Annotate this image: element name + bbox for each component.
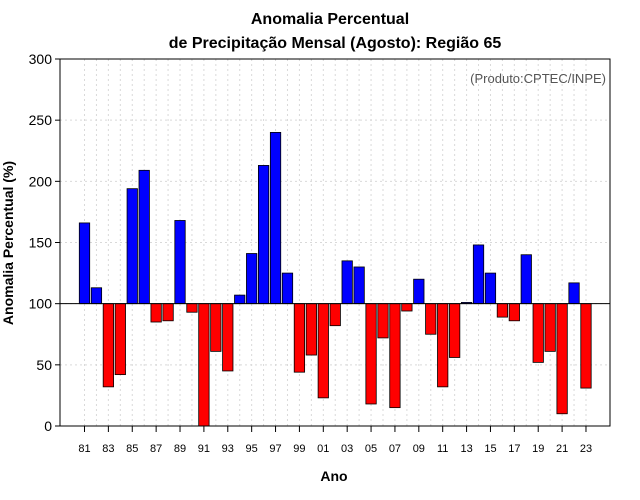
bar-97 bbox=[269, 131, 282, 305]
x-axis: 81 83 85 87 89 91 93 95 97 99 01 03 05 07 09 11 13 15 17 19… bbox=[78, 426, 592, 455]
bar-84 bbox=[114, 303, 126, 376]
bar-19 bbox=[532, 303, 544, 363]
chart-title-line1: Anomalia Percentual bbox=[251, 11, 409, 28]
bar-85 bbox=[126, 188, 138, 305]
x-tick-label: 81 bbox=[78, 443, 90, 455]
bar-94 bbox=[234, 294, 246, 305]
x-tick-label: 83 bbox=[102, 443, 114, 455]
bar-18 bbox=[520, 254, 532, 305]
x-tick-label: 09 bbox=[413, 443, 425, 455]
bar-20 bbox=[544, 303, 556, 352]
y-tick-label: 50 bbox=[36, 357, 52, 373]
bar-11 bbox=[437, 303, 449, 388]
bar-86 bbox=[138, 169, 150, 305]
bar-04 bbox=[353, 266, 365, 305]
bar-02 bbox=[329, 303, 341, 327]
x-tick-label: 17 bbox=[508, 443, 520, 455]
y-tick-label: 250 bbox=[29, 112, 53, 128]
bar-21 bbox=[556, 303, 568, 415]
x-tick-label: 95 bbox=[246, 443, 258, 455]
bar-00 bbox=[305, 303, 317, 356]
x-tick-label: 19 bbox=[532, 443, 544, 455]
bar-16 bbox=[496, 303, 509, 318]
bar-98 bbox=[281, 272, 294, 305]
x-tick-label: 89 bbox=[174, 443, 186, 455]
bar-22 bbox=[568, 282, 580, 305]
bar-09 bbox=[413, 278, 425, 305]
x-tick-label: 13 bbox=[460, 443, 472, 455]
bar-82 bbox=[90, 287, 103, 305]
bar-08 bbox=[401, 303, 413, 312]
bar-01 bbox=[317, 303, 329, 399]
bar-03 bbox=[341, 260, 353, 305]
bar-12 bbox=[449, 303, 461, 358]
bar-90 bbox=[186, 303, 198, 313]
bar-17 bbox=[508, 303, 520, 322]
y-tick-label: 0 bbox=[44, 418, 52, 434]
y-tick-label: 100 bbox=[29, 296, 53, 312]
x-tick-label: 97 bbox=[269, 443, 281, 455]
y-tick-label: 200 bbox=[29, 173, 53, 189]
y-axis: 0 50 100 150 200 250 300 bbox=[29, 51, 60, 434]
bar-95 bbox=[246, 253, 258, 305]
bar-05 bbox=[365, 303, 377, 405]
y-tick-label: 300 bbox=[29, 51, 53, 67]
x-tick-label: 01 bbox=[317, 443, 329, 455]
x-axis-label: Ano bbox=[320, 468, 347, 484]
x-tick-label: 15 bbox=[484, 443, 496, 455]
bar-91 bbox=[198, 303, 210, 427]
bar-89 bbox=[174, 220, 186, 305]
bar-15 bbox=[484, 272, 497, 305]
x-tick-label: 23 bbox=[580, 443, 592, 455]
bar-87 bbox=[150, 303, 162, 323]
bar-92 bbox=[210, 303, 222, 352]
bar-07 bbox=[389, 303, 401, 409]
bar-23 bbox=[580, 303, 592, 389]
bar-83 bbox=[102, 303, 114, 388]
bar-93 bbox=[222, 303, 234, 372]
bar-88 bbox=[162, 303, 174, 322]
bar-99 bbox=[293, 303, 306, 373]
bar-96 bbox=[257, 165, 270, 305]
credit-text: (Produto:CPTEC/INPE) bbox=[470, 71, 606, 86]
x-tick-label: 21 bbox=[556, 443, 568, 455]
x-tick-label: 93 bbox=[222, 443, 234, 455]
x-tick-label: 85 bbox=[126, 443, 138, 455]
bar-06 bbox=[377, 303, 389, 339]
x-tick-label: 03 bbox=[341, 443, 353, 455]
bar-10 bbox=[425, 303, 437, 335]
bar-14 bbox=[472, 244, 485, 305]
y-tick-label: 150 bbox=[29, 235, 53, 251]
chart-title-line2: de Precipitação Mensal (Agosto): Região … bbox=[169, 35, 502, 52]
x-tick-label: 05 bbox=[365, 443, 377, 455]
grid-lines bbox=[60, 58, 610, 427]
x-tick-label: 99 bbox=[293, 443, 305, 455]
y-axis-label: Anomalia Percentual (%) bbox=[0, 161, 16, 325]
x-tick-label: 07 bbox=[389, 443, 401, 455]
bar-81 bbox=[78, 222, 91, 305]
x-tick-label: 11 bbox=[437, 443, 448, 455]
x-tick-label: 87 bbox=[150, 443, 162, 455]
x-tick-label: 91 bbox=[198, 443, 210, 455]
